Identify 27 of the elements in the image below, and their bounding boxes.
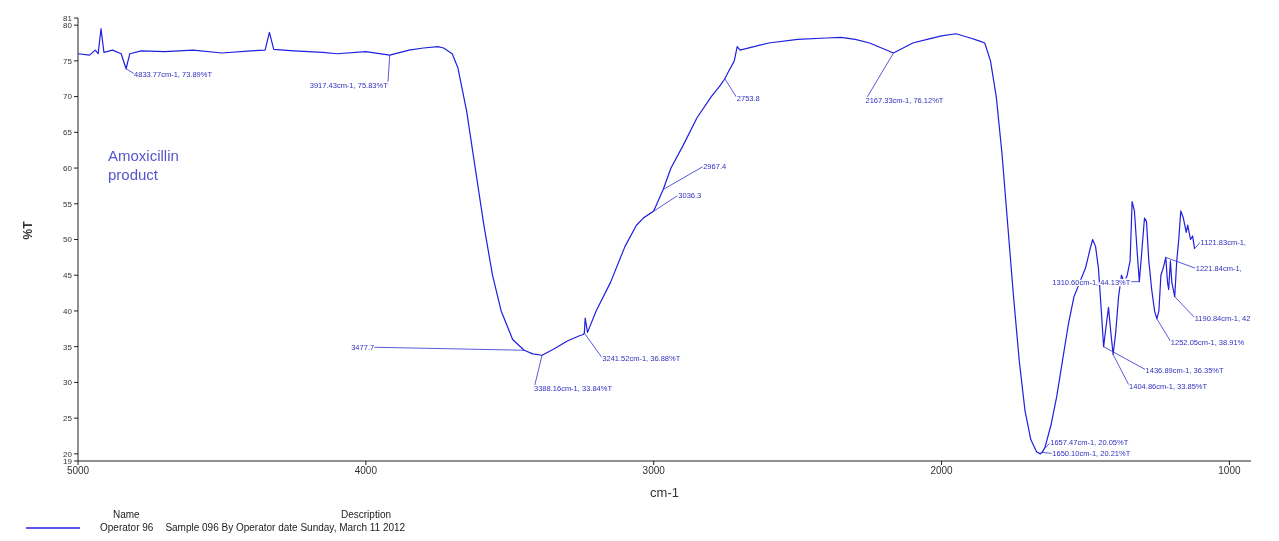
x-tick-label: 4000 (354, 465, 378, 477)
y-tick-label: 65 (63, 128, 73, 138)
x-tick-label: 2000 (930, 465, 954, 477)
y-axis-title: %T (21, 220, 36, 240)
x-tick-label: 3000 (642, 465, 666, 477)
y-tick-label: 19 (63, 456, 73, 466)
y-tick-label: 60 (63, 163, 73, 173)
text: Sample 096 By Operator date Sunday, March 11 2012 (165, 522, 406, 533)
annotation: Amoxicillin product (108, 146, 180, 184)
y-tick-label: 80 (63, 20, 73, 30)
y-tick-label: 20 (63, 449, 73, 459)
y-tick-label: 40 (63, 306, 73, 316)
x-tick-label: 1000 (1218, 465, 1241, 477)
y-tick-label: 50 (63, 235, 73, 245)
y-tick-label: 55 (63, 199, 73, 209)
text: Operator 96 (100, 522, 154, 533)
y-tick-label: 45 (63, 271, 73, 281)
y-tick-label: 81 (63, 13, 73, 23)
text: Description (340, 509, 392, 520)
y-tick-label: 75 (63, 56, 73, 66)
text: Name (112, 509, 141, 520)
y-tick-label: 35 (63, 342, 73, 352)
y-tick-label: 30 (63, 378, 73, 388)
x-axis-title: cm-1 (650, 485, 679, 500)
x-tick-label: 5000 (66, 465, 90, 477)
y-tick-label: 25 (63, 413, 73, 423)
y-tick-label: 70 (63, 92, 73, 102)
